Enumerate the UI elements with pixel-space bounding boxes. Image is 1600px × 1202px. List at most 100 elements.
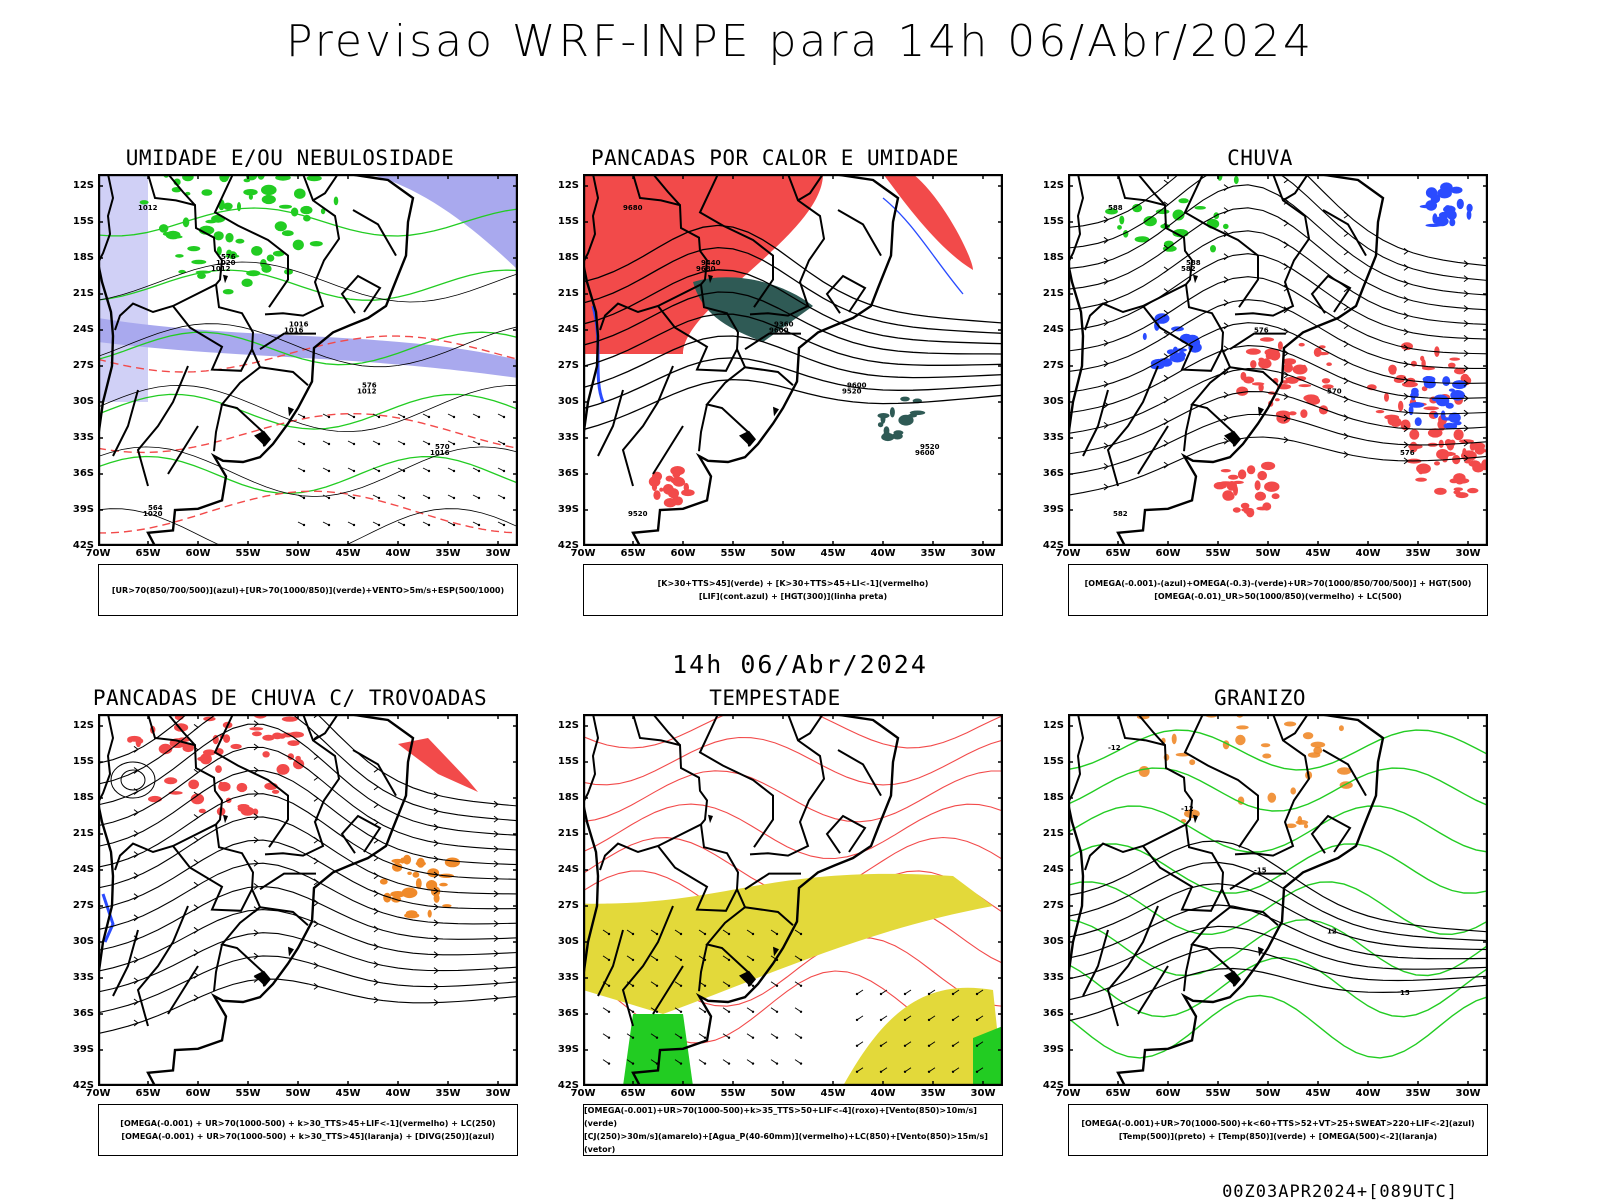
latitude-tick-label: 36S	[1042, 468, 1064, 479]
latitude-tick-label: 18S	[557, 792, 579, 803]
latitude-tick-label: 33S	[72, 972, 94, 983]
longitude-tick-label: 65W	[1105, 1088, 1131, 1099]
longitude-tick-label: 30W	[1455, 1088, 1481, 1099]
longitude-tick-label: 45W	[1305, 548, 1331, 559]
svg-text:9680: 9680	[623, 204, 643, 212]
longitude-tick-label: 35W	[435, 1088, 461, 1099]
latitude-tick-label: 30S	[1042, 396, 1064, 407]
latitude-tick-label: 15S	[1042, 756, 1064, 767]
latitude-tick-label: 39S	[557, 1044, 579, 1055]
svg-text:1012: 1012	[357, 388, 377, 396]
longitude-tick-label: 40W	[870, 548, 896, 559]
latitude-tick-label: 18S	[72, 792, 94, 803]
svg-text:570: 570	[1327, 388, 1342, 396]
latitude-tick-label: 33S	[1042, 432, 1064, 443]
longitude-axis: 70W 65W 60W 55W 50W 45W 40W 35W 30W	[571, 548, 1003, 562]
weather-map	[581, 703, 1004, 1087]
svg-text:9440: 9440	[701, 259, 721, 267]
latitude-tick-label: 12S	[557, 180, 579, 191]
latitude-tick-label: 27S	[557, 360, 579, 371]
longitude-tick-label: 55W	[720, 1088, 746, 1099]
latitude-tick-label: 12S	[72, 720, 94, 731]
longitude-tick-label: 45W	[820, 548, 846, 559]
latitude-axis: 12S 15S 18S 21S 24S 27S 30S 33S 36S 39S 42S	[545, 714, 581, 1091]
svg-text:9600: 9600	[769, 326, 789, 334]
legend-line: [OMEGA(-0.001) + UR>70(1000-500) + k>30_…	[120, 1119, 496, 1128]
longitude-tick-label: 60W	[1155, 1088, 1181, 1099]
legend-box: [OMEGA(-0.001)+UR>70(1000-500)+k>35_TTS>…	[583, 1104, 1003, 1156]
svg-text:9600: 9600	[915, 449, 935, 457]
latitude-tick-label: 15S	[557, 756, 579, 767]
weather-map: -12 -12 -15 12 15	[1066, 646, 1489, 1087]
longitude-tick-label: 65W	[620, 1088, 646, 1099]
longitude-tick-label: 70W	[85, 548, 111, 559]
weather-map: 588 582 576 570 576 582 588	[1066, 119, 1492, 547]
latitude-tick-label: 36S	[557, 1008, 579, 1019]
latitude-tick-label: 18S	[557, 252, 579, 263]
legend-line: [OMEGA(-0.001)+UR>70(1000-500)+k>35_TTS>…	[584, 1106, 977, 1128]
latitude-tick-label: 12S	[72, 180, 94, 191]
panel-chuva: CHUVA 12S 15S 18S 21S 24S 27S 30S 33S 36S 39S 42S 58…	[1030, 119, 1492, 626]
legend-line: [K>30+TTS>45](verde) + [K>30+TTS>45+LI<-…	[657, 579, 929, 588]
latitude-tick-label: 24S	[1042, 864, 1064, 875]
longitude-axis: 70W 65W 60W 55W 50W 45W 40W 35W 30W	[571, 1088, 1003, 1102]
longitude-tick-label: 55W	[235, 548, 261, 559]
latitude-tick-label: 21S	[557, 828, 579, 839]
svg-text:582: 582	[1113, 510, 1128, 518]
legend-box: [UR>70(850/700/500)](azul)+[UR>70(1000/8…	[98, 564, 518, 616]
latitude-tick-label: 33S	[1042, 972, 1064, 983]
legend-line: [OMEGA(-0.001)+UR>70(1000-500)+k<60+TTS>…	[1081, 1119, 1475, 1128]
legend-line: [LIF](cont.azul) + [HGT(300)](linha pret…	[698, 592, 888, 601]
longitude-tick-label: 35W	[435, 548, 461, 559]
legend-line: [UR>70(850/700/500)](azul)+[UR>70(1000/8…	[111, 585, 505, 595]
svg-text:1016: 1016	[289, 320, 309, 328]
legend-line: [OMEGA(-0.01)_UR>50(1000/850)(vermelho) …	[1154, 592, 1402, 601]
latitude-tick-label: 24S	[72, 324, 94, 335]
latitude-axis: 12S 15S 18S 21S 24S 27S 30S 33S 36S 39S 42S	[1030, 174, 1066, 551]
legend-line: [Temp(500)](preto) + [Temp(850)](verde) …	[1118, 1132, 1438, 1141]
longitude-tick-label: 45W	[1305, 1088, 1331, 1099]
svg-text:1016: 1016	[284, 326, 304, 334]
svg-text:9520: 9520	[628, 510, 648, 518]
map-frame	[1067, 173, 1489, 547]
longitude-tick-label: 40W	[385, 1088, 411, 1099]
map-frame	[582, 713, 1004, 1087]
map-svg	[96, 652, 519, 1087]
legend-box: [K>30+TTS>45](verde) + [K>30+TTS>45+LI<-…	[583, 564, 1003, 616]
map-svg: -12 -12 -15 12 15	[1066, 646, 1489, 1087]
legend-box: [OMEGA(-0.001) + UR>70(1000-500) + k>30_…	[98, 1104, 518, 1156]
longitude-tick-label: 30W	[485, 548, 511, 559]
latitude-tick-label: 24S	[557, 324, 579, 335]
latitude-tick-label: 39S	[1042, 504, 1064, 515]
longitude-tick-label: 60W	[670, 548, 696, 559]
longitude-tick-label: 30W	[485, 1088, 511, 1099]
longitude-tick-label: 55W	[1205, 1088, 1231, 1099]
latitude-tick-label: 30S	[557, 936, 579, 947]
latitude-tick-label: 36S	[72, 468, 94, 479]
map-frame	[97, 173, 519, 547]
latitude-tick-label: 42S	[557, 1080, 579, 1091]
map-fields	[96, 652, 519, 1087]
panel-tempestade: TEMPESTADE 12S 15S 18S 21S 24S 27S 30S 33S 36S 39S…	[545, 686, 1005, 1166]
longitude-axis: 70W 65W 60W 55W 50W 45W 40W 35W 30W	[1056, 1088, 1488, 1102]
svg-text:1016: 1016	[430, 449, 450, 457]
svg-text:576: 576	[362, 382, 377, 390]
map-frame	[1067, 713, 1489, 1087]
longitude-tick-label: 30W	[1455, 548, 1481, 559]
svg-text:9360: 9360	[774, 320, 794, 328]
longitude-tick-label: 70W	[570, 548, 596, 559]
svg-text:-12: -12	[1181, 805, 1194, 813]
panel-umidade: UMIDADE E/OU NEBULOSIDADE 12S 15S 18S 21S 24S…	[60, 104, 520, 626]
latitude-tick-label: 39S	[72, 1044, 94, 1055]
latitude-tick-label: 27S	[1042, 360, 1064, 371]
latitude-tick-label: 24S	[1042, 324, 1064, 335]
panel-title: CHUVA	[1227, 146, 1293, 170]
latitude-tick-label: 30S	[557, 396, 579, 407]
longitude-tick-label: 55W	[1205, 548, 1231, 559]
longitude-tick-label: 40W	[870, 1088, 896, 1099]
latitude-tick-label: 33S	[557, 972, 579, 983]
longitude-tick-label: 30W	[970, 548, 996, 559]
svg-text:576: 576	[1400, 449, 1415, 457]
svg-text:9600: 9600	[847, 382, 867, 390]
legend-line: [CJ(250)>30m/s](amarelo)+[Agua_P(40-60mm…	[584, 1132, 988, 1154]
